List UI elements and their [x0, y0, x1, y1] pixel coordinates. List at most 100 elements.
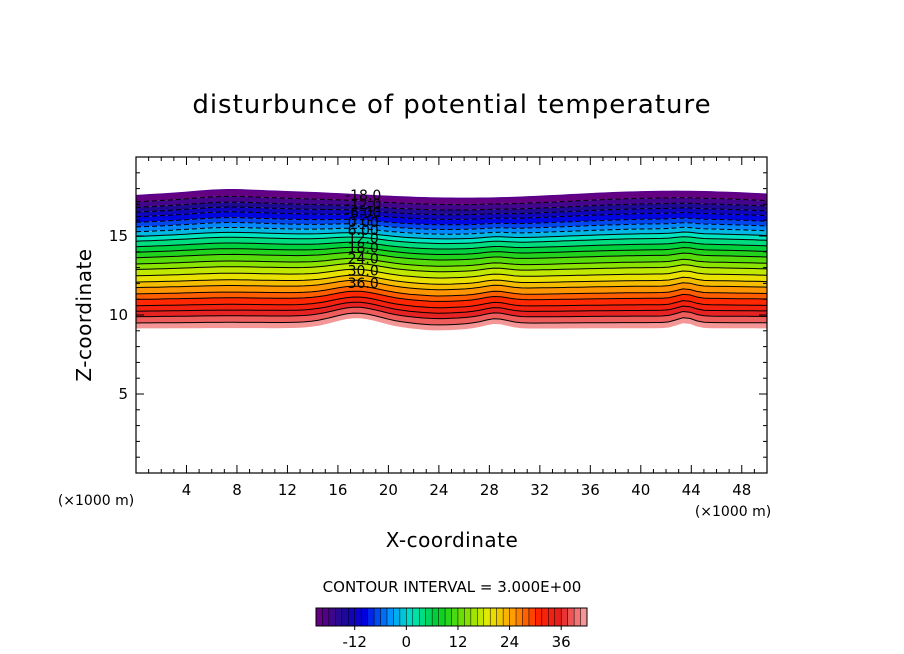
colorbar-cell — [444, 607, 452, 627]
colorbar-cell — [477, 607, 485, 627]
contour-line — [135, 306, 768, 320]
colorbar-cell — [367, 607, 375, 627]
contour-label: 12.0 — [348, 231, 379, 247]
colorbar-cell — [515, 607, 523, 627]
y-tick-label: 5 — [118, 385, 128, 403]
contour-band — [136, 258, 767, 272]
colorbar-tick-label: 24 — [500, 633, 519, 651]
colorbar-cell — [380, 607, 388, 627]
contour-band — [136, 307, 767, 325]
colorbar-cell — [341, 607, 349, 627]
contour-line — [135, 285, 768, 297]
colorbar-cell — [509, 607, 517, 627]
contour-interval-label: CONTOUR INTERVAL = 3.000E+00 — [323, 578, 582, 596]
plot-area: -18.0-12.0-6.000.006.0012.018.024.030.03… — [109, 156, 768, 499]
contour-line — [135, 241, 768, 250]
colorbar-cell — [360, 607, 369, 627]
contour-band — [136, 291, 767, 308]
contour-label: 36.0 — [348, 276, 379, 292]
contour-line — [135, 296, 768, 309]
x-axis-label: X-coordinate — [386, 528, 519, 552]
contour-line — [135, 251, 768, 261]
colorbar-cell — [464, 607, 472, 627]
colorbar-cell — [470, 607, 478, 627]
colorbar-frame — [315, 607, 588, 627]
colorbar-cell — [580, 607, 588, 627]
contour-band — [136, 302, 767, 319]
x-tick-label: 48 — [732, 481, 751, 499]
x-tick-label: 40 — [631, 481, 650, 499]
x-tick-label: 8 — [232, 481, 242, 499]
colorbar-cell — [554, 607, 562, 627]
contour-label: -12.0 — [345, 197, 381, 213]
contour-label: -18.0 — [345, 188, 381, 204]
contour-line-negative — [135, 201, 768, 211]
contour-line — [135, 257, 768, 267]
colorbar-cell — [425, 607, 433, 627]
colorbar-cell — [373, 607, 381, 627]
contour-line-negative — [135, 217, 768, 226]
contour-line — [135, 262, 768, 273]
contour-line-negative — [135, 206, 768, 216]
contour-band — [136, 313, 767, 331]
y-axis-label: Z-coordinate — [72, 248, 96, 381]
contour-label: -6.00 — [345, 206, 381, 222]
colorbar-cell — [548, 607, 556, 627]
x-axis-unit: (×1000 m) — [695, 504, 771, 520]
contour-band — [136, 211, 767, 225]
colorbar-tick-label: 0 — [402, 633, 412, 651]
colorbar-cell — [502, 607, 511, 627]
contour-label: 18.0 — [348, 241, 379, 257]
contour-label: 6.00 — [348, 223, 379, 239]
contour-line — [135, 279, 768, 291]
colorbar-cell — [457, 607, 465, 627]
colorbar-cell — [354, 607, 362, 627]
colorbar-cell — [535, 607, 543, 627]
colorbar-cell — [528, 607, 536, 627]
contour-top-edge — [135, 189, 768, 200]
contour-line — [135, 236, 768, 245]
contour-line-negative — [135, 211, 768, 220]
colorbar-tick-label: 36 — [552, 633, 571, 651]
colorbar-cell — [541, 607, 549, 627]
contour-band — [136, 286, 767, 302]
colorbar-cell — [431, 607, 440, 627]
x-tick-label: 36 — [581, 481, 600, 499]
contour-label: 24.0 — [348, 252, 379, 268]
contour-band — [136, 247, 767, 260]
y-tick-label: 15 — [109, 227, 128, 245]
x-tick-label: 24 — [429, 481, 448, 499]
colorbar-cell — [315, 607, 323, 627]
contour-line — [135, 312, 767, 326]
colorbar-cell — [328, 607, 336, 627]
y-tick-label: 10 — [109, 306, 128, 324]
y-axis-unit: (×1000 m) — [58, 493, 134, 509]
x-tick-label: 44 — [682, 481, 701, 499]
colorbar-cell — [438, 607, 446, 627]
colorbar-cell — [489, 607, 498, 627]
contour-labels: -18.0-12.0-6.000.006.0012.018.024.030.03… — [345, 188, 381, 292]
colorbar-tick-label: -12 — [342, 633, 367, 651]
x-tick-label: 16 — [328, 481, 347, 499]
colorbar-cell — [418, 607, 427, 627]
colorbar-cell — [567, 607, 575, 627]
contour-line — [135, 231, 768, 240]
colorbar-cell — [496, 607, 504, 627]
chart-title: disturbunce of potential temperature — [192, 90, 711, 120]
x-tick-label: 20 — [379, 481, 398, 499]
colorbar-cell — [393, 607, 401, 627]
x-tick-label: 4 — [182, 481, 192, 499]
colorbar-cell — [522, 607, 530, 627]
contour-label: 30.0 — [348, 263, 379, 279]
x-tick-label: 28 — [480, 481, 499, 499]
colorbar-cell — [573, 607, 581, 627]
contour-line-negative — [135, 222, 768, 230]
colorbar-cell — [399, 607, 407, 627]
contour-line-negative — [135, 195, 768, 206]
contour-line — [135, 246, 768, 255]
colorbar-cell — [386, 607, 394, 627]
colorbar-cell — [322, 607, 330, 627]
contour-line-negative — [135, 226, 768, 235]
colorbar-cell — [483, 607, 491, 627]
